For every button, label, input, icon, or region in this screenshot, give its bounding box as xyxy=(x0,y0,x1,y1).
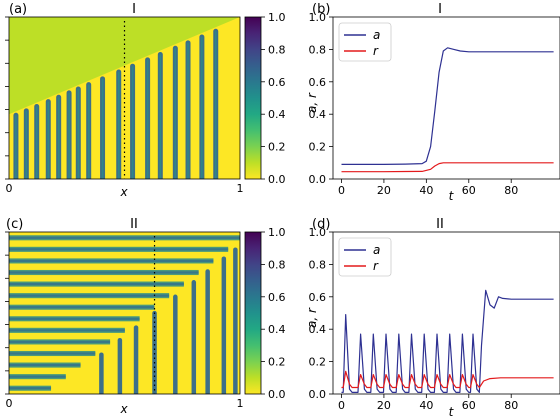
panel-a-title: I xyxy=(132,2,136,17)
colorbar-bottom xyxy=(244,231,262,395)
panel-c-xlabel: x xyxy=(119,402,128,416)
xtick-label: 80 xyxy=(504,399,518,412)
panel-a-xtick-1: 1 xyxy=(237,182,244,195)
panel-c-left-ticks xyxy=(5,231,9,395)
panel-b-plot: 0.0 0.2 0.4 0.6 0.8 1.0 0 20 40 60 80 ar xyxy=(309,11,560,197)
heatmap-c-band-core xyxy=(9,282,184,286)
heatmap-c-band-core xyxy=(9,306,155,309)
legend-label-a: a xyxy=(373,28,380,42)
colorbar-tick-label: 0.4 xyxy=(268,108,286,121)
panel-c-xtick-0: 0 xyxy=(6,397,13,410)
series-line-r xyxy=(341,370,554,389)
ytick-label: 1.0 xyxy=(309,11,327,24)
legend-label-a: a xyxy=(373,243,380,257)
colorbar-tick-label: 0.8 xyxy=(268,43,286,56)
xtick-label: 40 xyxy=(419,399,433,412)
colorbar-tick-label: 0.0 xyxy=(268,173,286,186)
panel-b-ylabel: a, r xyxy=(305,92,319,113)
heatmap-c-band-core xyxy=(9,387,52,390)
panel-d-title: II xyxy=(436,217,444,232)
xtick-label: 20 xyxy=(377,184,391,197)
heatmap-c-band-core xyxy=(9,294,170,297)
colorbar-top-ticks: 1.0 0.8 0.6 0.4 0.2 0.0 xyxy=(261,11,286,186)
xtick-label: 80 xyxy=(504,184,518,197)
panel-b-title: I xyxy=(438,2,442,17)
xtick-label: 0 xyxy=(338,184,345,197)
heatmap-c-band-core xyxy=(9,329,125,332)
panel-a-heatmap xyxy=(9,17,240,179)
xtick-label: 60 xyxy=(462,399,476,412)
ytick-label: 0.0 xyxy=(309,173,327,186)
ytick-label: 0.6 xyxy=(309,76,327,89)
heatmap-c-band-core xyxy=(9,352,96,355)
heatmap-c-base xyxy=(9,232,240,394)
heatmap-c-band-core xyxy=(9,363,81,367)
xtick-label: 20 xyxy=(377,399,391,412)
legend-label-r: r xyxy=(373,259,379,273)
ytick-label: 0.2 xyxy=(309,356,327,369)
ytick-label: 0.4 xyxy=(309,108,327,121)
ytick-label: 0.6 xyxy=(309,291,327,304)
ytick-label: 0.8 xyxy=(309,43,327,56)
panel-c-frame xyxy=(8,231,241,395)
panel-b-label: (b) xyxy=(312,2,330,17)
panel-c-label: (c) xyxy=(6,217,23,232)
colorbar-bottom-ticks: 1.0 0.8 0.6 0.4 0.2 0.0 xyxy=(261,226,286,401)
ytick-label: 0.8 xyxy=(309,258,327,271)
colorbar-tick-label: 1.0 xyxy=(268,226,286,239)
heatmap-c-band-core xyxy=(9,259,214,263)
heatmap-c-band-core xyxy=(9,340,111,344)
series-line-r xyxy=(341,162,554,173)
legend-box xyxy=(338,237,392,277)
panel-d-ylabel: a, r xyxy=(305,307,319,328)
heatmap-c-band-core xyxy=(9,375,66,378)
panel-c-title: II xyxy=(130,217,138,232)
colorbar-tick-label: 0.4 xyxy=(268,323,286,336)
colorbar-top xyxy=(244,16,262,180)
colorbar-tick-label: 0.8 xyxy=(268,258,286,271)
ytick-label: 0.0 xyxy=(309,388,327,401)
colorbar-tick-label: 0.6 xyxy=(268,291,286,304)
series-line-a xyxy=(341,47,554,165)
panel-b-xlabel: t xyxy=(449,189,455,203)
xtick-label: 60 xyxy=(462,184,476,197)
heatmap-c-band-core xyxy=(9,236,240,239)
ytick-label: 1.0 xyxy=(309,226,327,239)
heatmap-c-band-core xyxy=(9,317,140,320)
series-line-a xyxy=(341,289,554,393)
panel-d-xlabel: t xyxy=(449,405,455,419)
heatmap-c-band-core xyxy=(9,271,199,274)
colorbar-tick-label: 0.2 xyxy=(268,356,286,369)
xtick-label: 40 xyxy=(419,184,433,197)
colorbar-tick-label: 0.6 xyxy=(268,76,286,89)
heatmap-a-upper-region xyxy=(9,17,240,115)
legend-label-r: r xyxy=(373,44,379,58)
panel-a-label: (a) xyxy=(9,2,27,17)
xtick-label: 0 xyxy=(338,399,345,412)
panel-a-left-ticks xyxy=(5,16,9,180)
ytick-label: 0.2 xyxy=(309,141,327,154)
colorbar-tick-label: 0.0 xyxy=(268,388,286,401)
panel-d-label: (d) xyxy=(312,217,330,232)
panel-c-xtick-1: 1 xyxy=(237,397,244,410)
panel-a-xtick-0: 0 xyxy=(6,182,13,195)
panel-c-heatmap xyxy=(9,232,240,394)
colorbar-tick-label: 1.0 xyxy=(268,11,286,24)
legend-box xyxy=(338,22,392,62)
heatmap-c-band-core xyxy=(9,248,229,251)
panel-d-plot: 0.0 0.2 0.4 0.6 0.8 1.0 0 20 40 60 80 ar xyxy=(309,226,560,412)
ytick-label: 0.4 xyxy=(309,323,327,336)
panel-a-xlabel: x xyxy=(119,185,128,199)
colorbar-tick-label: 0.2 xyxy=(268,141,286,154)
panel-a-frame xyxy=(8,16,241,180)
